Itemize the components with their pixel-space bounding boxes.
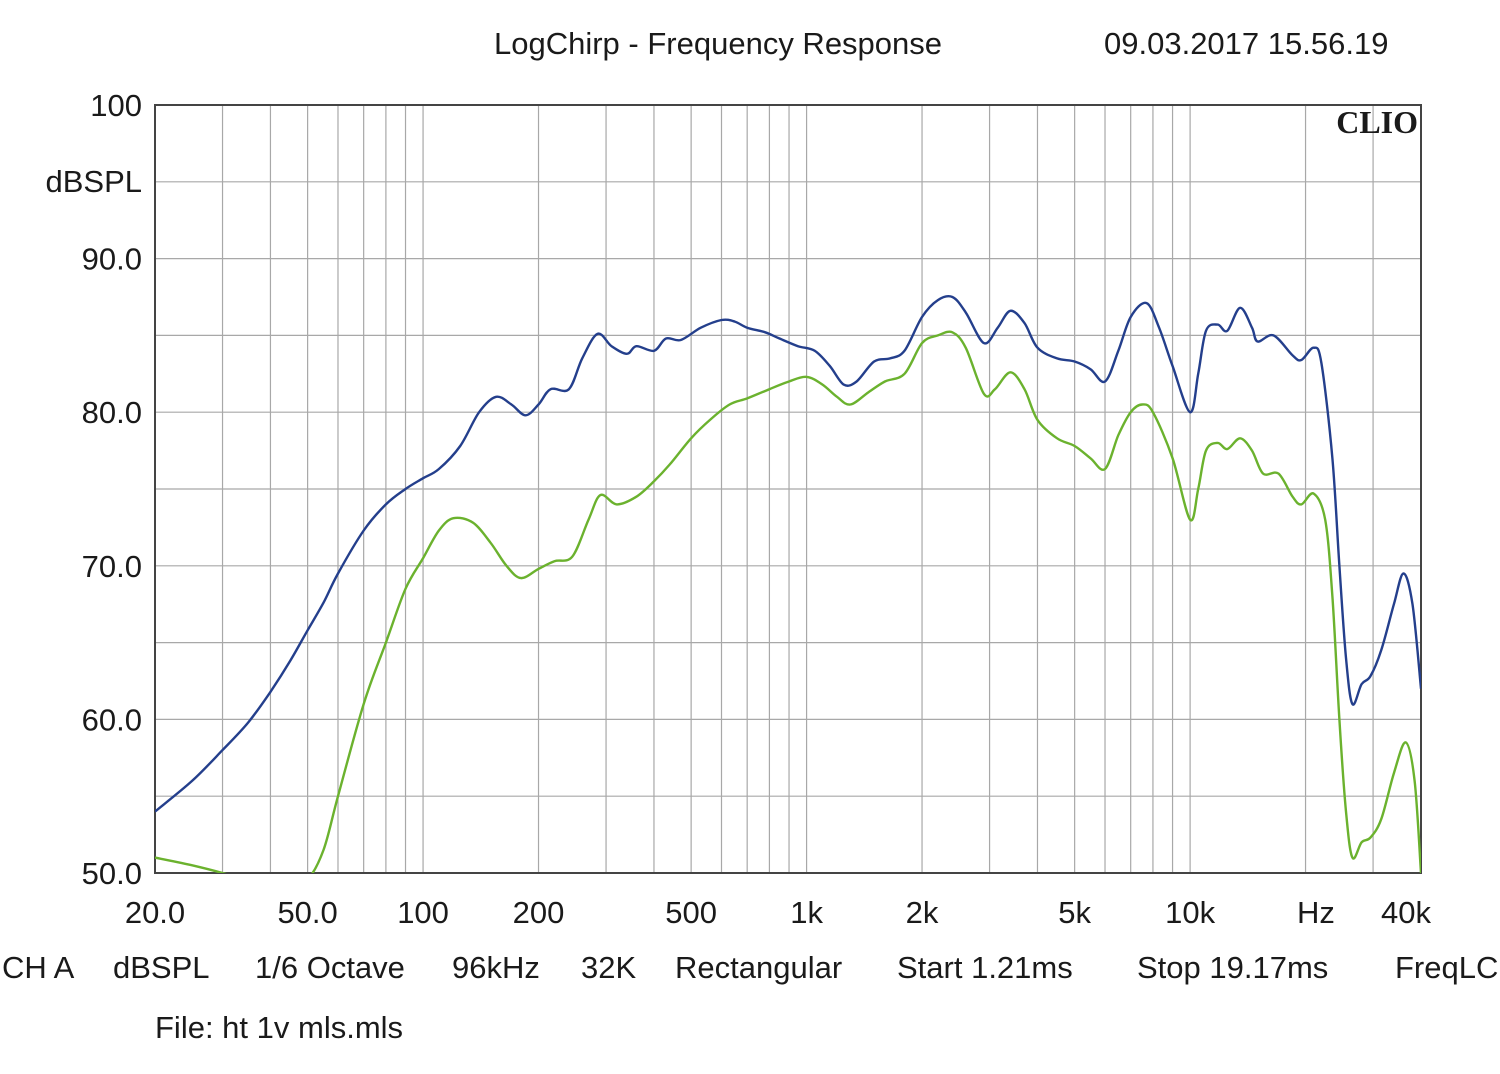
clio-logo: CLIO — [1336, 104, 1418, 140]
footer-fft-size: 32K — [581, 950, 637, 985]
measurement-timestamp: 09.03.2017 15.56.19 — [1104, 26, 1389, 61]
x-tick-label: 500 — [665, 895, 717, 930]
file-name: File: ht 1v mls.mls — [155, 1010, 404, 1045]
footer-unit: dBSPL — [113, 950, 210, 985]
measurement-settings-bar: CH A dBSPL 1/6 Octave 96kHz 32K Rectangu… — [0, 950, 1500, 990]
series-layer — [155, 294, 1421, 873]
x-tick-label: 20.0 — [125, 895, 185, 930]
footer-freq: FreqLC — [1395, 950, 1499, 985]
y-tick-label: 50.0 — [82, 856, 142, 891]
x-tick-label: 200 — [513, 895, 565, 930]
y-tick-label: 80.0 — [82, 395, 142, 430]
footer-start: Start 1.21ms — [897, 950, 1073, 985]
chart-title: LogChirp - Frequency Response — [494, 26, 943, 61]
x-tick-label: 2k — [906, 895, 939, 930]
series-line-green — [155, 330, 1421, 873]
plot-frame — [154, 104, 1422, 874]
x-tick-label: 40k — [1381, 895, 1431, 930]
x-tick-label: 10k — [1165, 895, 1215, 930]
x-tick-label: 100 — [397, 895, 449, 930]
footer-window: Rectangular — [675, 950, 843, 985]
x-tick-label: 1k — [790, 895, 823, 930]
footer-channel: CH A — [2, 950, 75, 985]
y-tick-label: 70.0 — [82, 549, 142, 584]
x-axis-unit-label: Hz — [1297, 895, 1335, 930]
footer-smoothing: 1/6 Octave — [255, 950, 405, 985]
y-tick-label: 60.0 — [82, 702, 142, 737]
footer-stop: Stop 19.17ms — [1137, 950, 1329, 985]
series-line-blue — [155, 294, 1421, 813]
x-tick-label: 5k — [1058, 895, 1091, 930]
y-tick-label: 100 — [90, 88, 142, 123]
y-tick-label: 90.0 — [82, 242, 142, 277]
y-tick-labels: 100 90.0 80.0 70.0 60.0 50.0 — [82, 88, 142, 891]
x-tick-label: 50.0 — [277, 895, 337, 930]
y-axis-unit-label: dBSPL — [45, 164, 142, 199]
footer-sample-rate: 96kHz — [452, 950, 540, 985]
grid-lines — [155, 105, 1421, 873]
x-tick-labels: 20.0 50.0 100 200 500 1k 2k 5k 10k 40k — [125, 895, 1432, 930]
